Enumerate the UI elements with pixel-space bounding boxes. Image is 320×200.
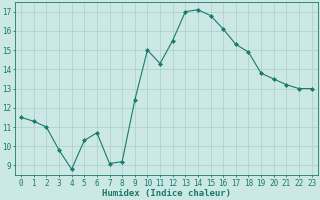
X-axis label: Humidex (Indice chaleur): Humidex (Indice chaleur) [102,189,231,198]
